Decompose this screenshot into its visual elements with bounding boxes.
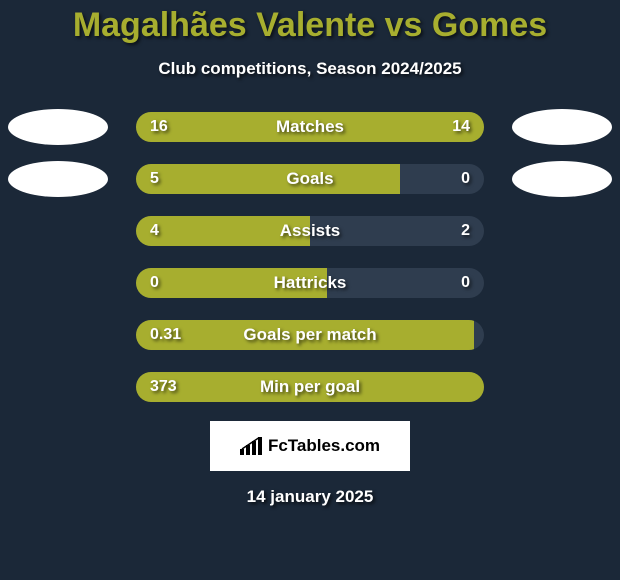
stat-label: Goals per match — [243, 325, 376, 345]
stat-bar: 5 0 Goals — [136, 164, 484, 194]
player1-ellipse — [8, 161, 108, 197]
stat-bar: 4 2 Assists — [136, 216, 484, 246]
stat-value-right: 0 — [461, 170, 470, 188]
stat-label: Matches — [276, 117, 344, 137]
ellipse-spacer — [512, 317, 612, 353]
stat-bar: 0.31 Goals per match — [136, 320, 484, 350]
ellipse-spacer — [8, 265, 108, 301]
stat-row: 16 14 Matches — [0, 109, 620, 145]
stat-value-left: 16 — [150, 118, 168, 136]
ellipse-spacer — [512, 369, 612, 405]
stat-row: 0 0 Hattricks — [0, 265, 620, 301]
fctables-logo[interactable]: FcTables.com — [210, 421, 410, 471]
stat-label: Assists — [280, 221, 340, 241]
stat-row: 373 Min per goal — [0, 369, 620, 405]
player2-ellipse — [512, 109, 612, 145]
stat-value-left: 0.31 — [150, 326, 181, 344]
stat-label: Min per goal — [260, 377, 360, 397]
ellipse-spacer — [512, 265, 612, 301]
stat-value-left: 373 — [150, 378, 177, 396]
player2-ellipse — [512, 161, 612, 197]
subtitle: Club competitions, Season 2024/2025 — [0, 59, 620, 79]
stat-bar: 0 0 Hattricks — [136, 268, 484, 298]
stat-bar: 373 Min per goal — [136, 372, 484, 402]
stat-label: Hattricks — [274, 273, 347, 293]
player1-ellipse — [8, 109, 108, 145]
chart-icon — [240, 437, 264, 455]
date-text: 14 january 2025 — [0, 487, 620, 507]
stat-row: 0.31 Goals per match — [0, 317, 620, 353]
stat-row: 5 0 Goals — [0, 161, 620, 197]
stat-value-right: 0 — [461, 274, 470, 292]
ellipse-spacer — [8, 369, 108, 405]
stat-value-right: 14 — [452, 118, 470, 136]
stat-value-left: 0 — [150, 274, 159, 292]
stat-value-left: 4 — [150, 222, 159, 240]
stat-value-right: 2 — [461, 222, 470, 240]
ellipse-spacer — [8, 317, 108, 353]
page-title: Magalhães Valente vs Gomes — [0, 0, 620, 45]
ellipse-spacer — [512, 213, 612, 249]
logo-text: FcTables.com — [268, 436, 380, 456]
stat-bar: 16 14 Matches — [136, 112, 484, 142]
stat-label: Goals — [286, 169, 333, 189]
stat-row: 4 2 Assists — [0, 213, 620, 249]
ellipse-spacer — [8, 213, 108, 249]
stats-rows: 16 14 Matches 5 0 Goals 4 2 Assists 0 0 Hattricks 0.… — [0, 109, 620, 405]
comparison-container: Magalhães Valente vs Gomes Club competit… — [0, 0, 620, 580]
stat-value-left: 5 — [150, 170, 159, 188]
fill-left — [136, 164, 400, 194]
